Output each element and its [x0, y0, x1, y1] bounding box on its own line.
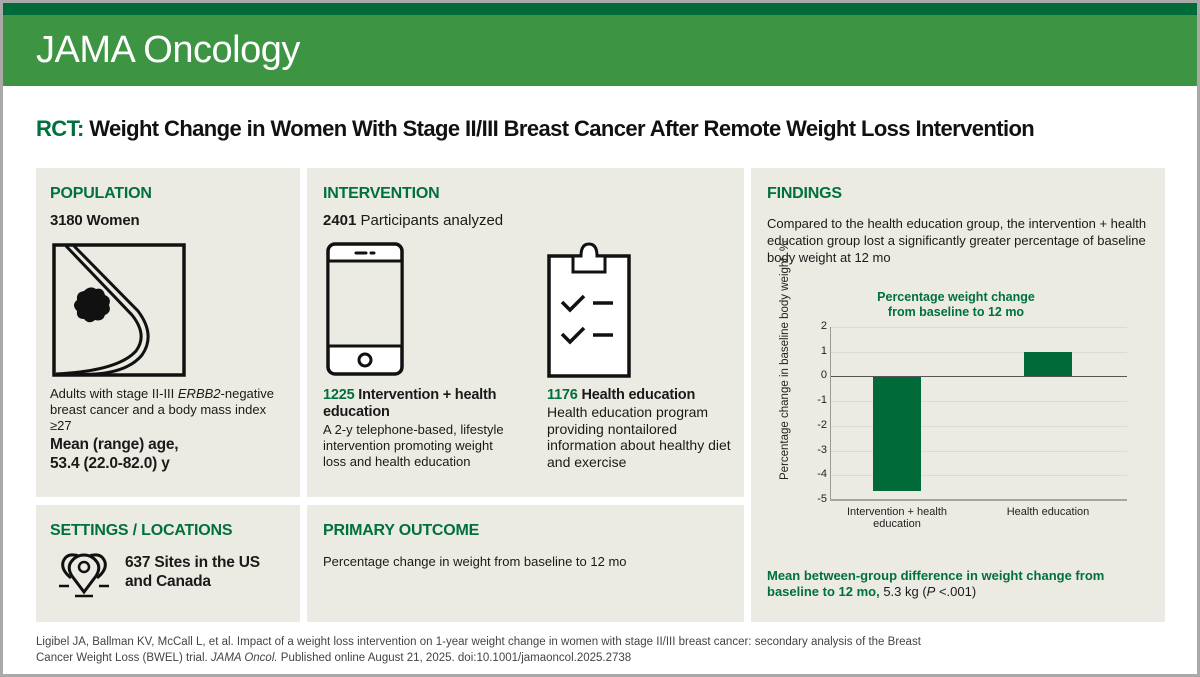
y-tick: 1: [820, 345, 827, 357]
y-tick: -1: [817, 394, 827, 406]
intervention-panel: INTERVENTION 2401 Participants analyzed …: [307, 168, 744, 497]
smartphone-icon: [326, 242, 404, 376]
group-1-heading: 1225 Intervention + health education: [323, 387, 497, 420]
group-2-heading: 1176 Health education: [547, 387, 696, 403]
y-tick: -2: [817, 419, 827, 431]
group-2-description: Health education program providing nonta…: [547, 404, 731, 470]
intervention-group-2: 1176 Health education Health education p…: [547, 387, 737, 470]
bar-health-education: [1024, 352, 1072, 376]
population-description: Adults with stage II-III ERBB2-negative …: [50, 386, 275, 433]
citation-line-2: Cancer Weight Loss (BWEL) trial. JAMA On…: [36, 652, 632, 664]
participants-analyzed: 2401 Participants analyzed: [323, 212, 504, 229]
zero-line: [831, 376, 1127, 377]
outcome-text: Percentage change in weight from baselin…: [323, 554, 627, 569]
x-axis-baseline: [830, 499, 1127, 501]
intervention-group-1: 1225 Intervention + health education A 2…: [323, 387, 513, 470]
breast-tumor-icon: [52, 243, 186, 377]
population-count: 3180 Women: [50, 212, 140, 229]
title-prefix: RCT:: [36, 116, 84, 141]
y-tick: 2: [820, 320, 827, 332]
gridline: [831, 352, 1127, 353]
header-top-strip: [3, 3, 1197, 15]
population-age-label: Mean (range) age,: [50, 436, 179, 453]
x-label-health-education: Health education: [1006, 506, 1090, 518]
findings-panel: FINDINGS Compared to the health educatio…: [751, 168, 1165, 622]
intervention-heading: INTERVENTION: [323, 185, 440, 202]
gridline: [831, 451, 1127, 452]
settings-heading: SETTINGS / LOCATIONS: [50, 522, 233, 539]
y-tick: -5: [817, 493, 827, 505]
chart-title: Percentage weight change from baseline t…: [877, 290, 1035, 319]
y-tick: -4: [817, 468, 827, 480]
bar-intervention: [873, 376, 921, 491]
findings-result: Mean between-group difference in weight …: [767, 568, 1105, 599]
x-label-intervention: Intervention + health education: [847, 506, 947, 530]
chart-y-axis-label: Percentage change in baseline body weigh…: [779, 240, 791, 480]
outcome-heading: PRIMARY OUTCOME: [323, 522, 480, 539]
journal-header: JAMA Oncology: [3, 15, 1197, 86]
group-1-description: A 2-y telephone-based, lifestyle interve…: [323, 422, 504, 469]
y-tick: 0: [820, 369, 827, 381]
y-tick: -3: [817, 444, 827, 456]
findings-summary: Compared to the health education group, …: [767, 216, 1147, 265]
population-heading: POPULATION: [50, 185, 152, 202]
findings-heading: FINDINGS: [767, 185, 842, 202]
gridline: [831, 426, 1127, 427]
journal-title: JAMA Oncology: [36, 29, 300, 71]
gridline: [831, 327, 1127, 328]
population-panel: POPULATION 3180 Women Adults with stage …: [36, 168, 300, 497]
weight-change-chart: Percentage weight change from baseline t…: [751, 168, 1165, 622]
map-pins-icon: [59, 553, 109, 598]
gridline: [831, 401, 1127, 402]
y-axis-line: [830, 327, 831, 501]
page-title: RCT: Weight Change in Women With Stage I…: [36, 116, 1035, 142]
settings-text: 637 Sites in the US and Canada: [125, 554, 260, 590]
outcome-panel: PRIMARY OUTCOME Percentage change in wei…: [307, 505, 744, 622]
citation: Ligibel JA, Ballman KV, McCall L, et al.…: [36, 634, 921, 666]
citation-line-1: Ligibel JA, Ballman KV, McCall L, et al.…: [36, 636, 921, 648]
settings-panel: SETTINGS / LOCATIONS 637 Sites in the US…: [36, 505, 300, 622]
population-age-value: 53.4 (22.0-82.0) y: [50, 455, 170, 472]
title-text: Weight Change in Women With Stage II/III…: [89, 116, 1035, 141]
gridline: [831, 475, 1127, 476]
clipboard-checklist-icon: [547, 242, 631, 378]
